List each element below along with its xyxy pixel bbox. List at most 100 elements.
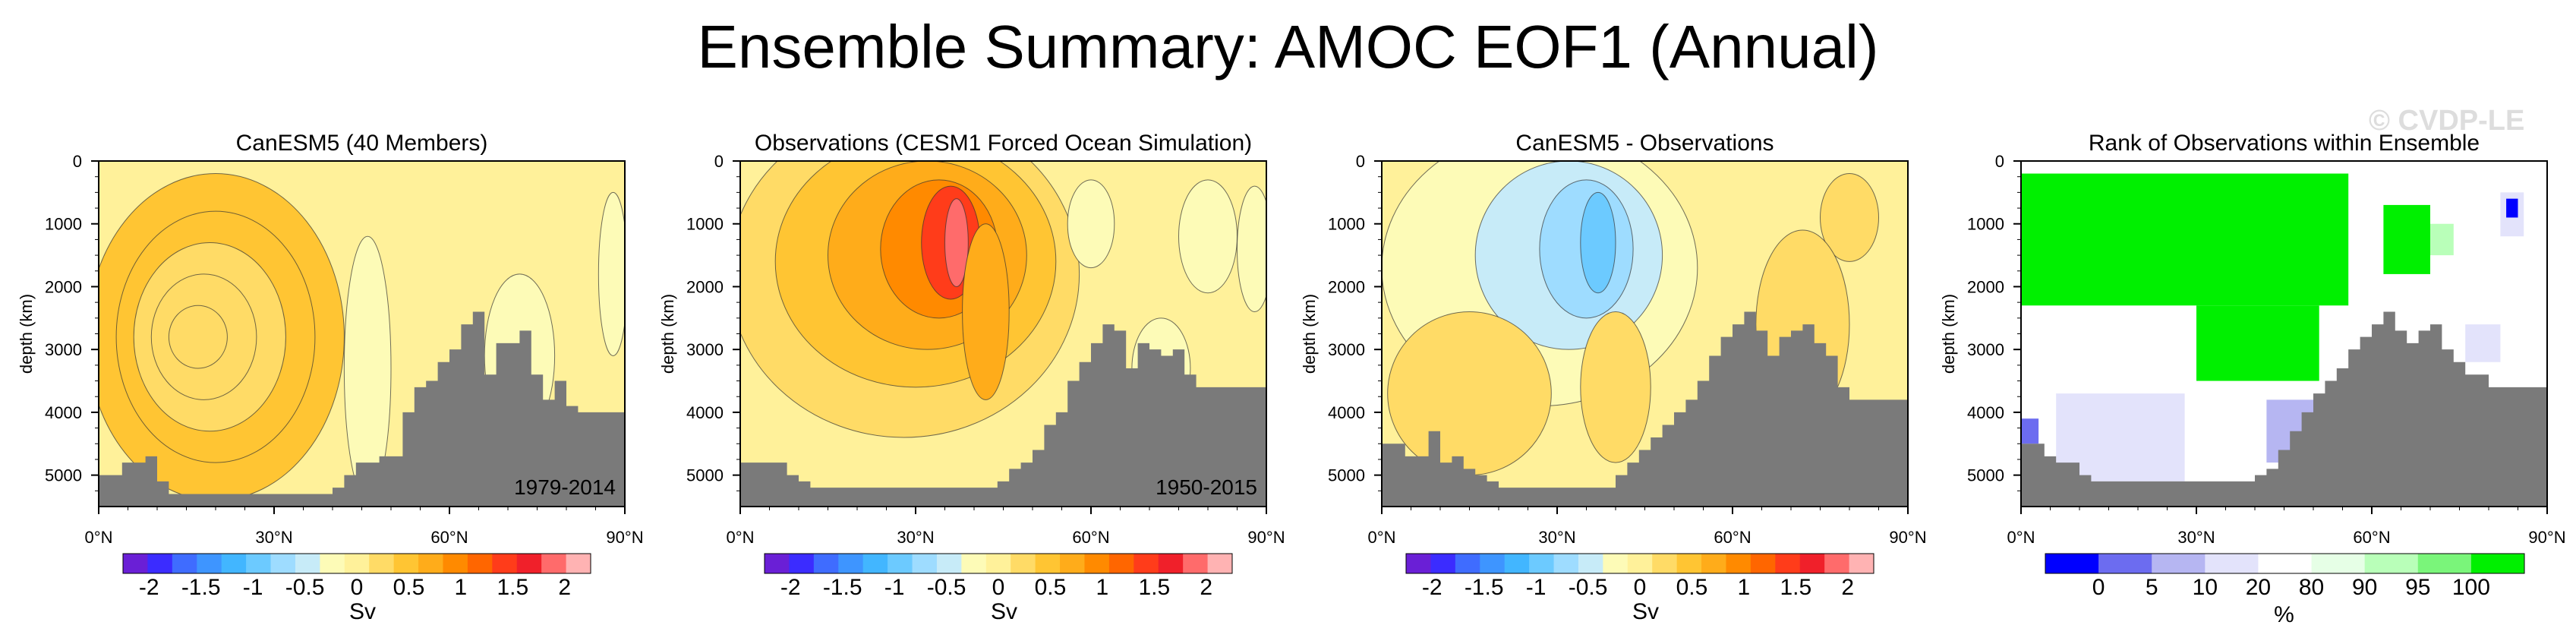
contour-11 (962, 223, 1010, 400)
y-tick-label: 3000 (45, 340, 82, 359)
colorbar-tick-label: -1.5 (1465, 575, 1504, 600)
colorbar-tick-label: 0 (992, 575, 1005, 600)
period-label: 1979-2014 (514, 475, 616, 499)
rank-cell-1 (2021, 173, 2349, 306)
colorbar-tick-label: 0.5 (393, 575, 425, 600)
colorbar-tick-label: -1.5 (823, 575, 862, 600)
colorbar-swatch (295, 554, 320, 573)
colorbar-tick-label: 95 (2405, 575, 2430, 600)
y-tick-label: 3000 (1328, 340, 1365, 359)
colorbar-swatch (516, 554, 542, 573)
colorbar-label: % (2274, 602, 2294, 627)
y-tick-label: 0 (714, 152, 724, 171)
colorbar: -2 -1.5 -1 -0.5 0 0.5 1 1.5 2 Sv (1405, 553, 1874, 624)
bathymetry (99, 311, 625, 507)
x-tick-label: 0°N (727, 528, 755, 547)
y-tick-label: 5000 (1967, 466, 2004, 485)
colorbar-tick-label: -2 (1422, 575, 1442, 600)
y-tick-label: 2000 (1967, 277, 2004, 296)
colorbar-swatch (961, 554, 987, 573)
colorbar-tick-label: -1 (884, 575, 905, 600)
y-tick-label: 4000 (45, 403, 82, 422)
colorbar-swatch (1750, 554, 1776, 573)
x-tick-label: 0°N (1368, 528, 1396, 547)
colorbar-swatch (418, 554, 443, 573)
panel-title: Observations (CESM1 Forced Ocean Simulat… (755, 131, 1252, 156)
colorbar-swatch (443, 554, 468, 573)
colorbar-tick-label: 1.5 (497, 575, 528, 600)
x-tick-label: 60°N (2353, 528, 2390, 547)
colorbar-tick-label: 0.5 (1676, 575, 1708, 600)
y-tick-label: 0 (1356, 152, 1365, 171)
panel-title: CanESM5 - Observations (1515, 131, 1774, 156)
colorbar-swatch (393, 554, 419, 573)
colorbar-tick-label: 0 (2092, 575, 2105, 600)
colorbar-swatch (1553, 554, 1579, 573)
contour-8 (1178, 179, 1238, 294)
colorbar-swatch (1799, 554, 1825, 573)
figure-title: Ensemble Summary: AMOC EOF1 (Annual) (697, 13, 1879, 80)
colorbar-swatch (246, 554, 272, 573)
colorbar-swatch (123, 554, 148, 573)
y-axis-label: depth (km) (1300, 294, 1319, 374)
colorbar-swatch (197, 554, 222, 573)
colorbar-swatch (1455, 554, 1480, 573)
colorbar-swatch (765, 554, 790, 573)
colorbar-tick-label: 80 (2299, 575, 2324, 600)
colorbar-tick-label: 1 (455, 575, 468, 600)
colorbar-swatch (2311, 554, 2366, 573)
period-label: 1950-2015 (1156, 475, 1257, 499)
rank-cell-11 (2465, 324, 2501, 362)
colorbar-swatch (1578, 554, 1603, 573)
colorbar-tick-label: -0.5 (285, 575, 325, 600)
y-axis-label: depth (km) (658, 294, 677, 374)
colorbar: -2 -1.5 -1 -0.5 0 0.5 1 1.5 2 Sv (122, 553, 591, 624)
colorbar-swatch (1207, 554, 1233, 573)
chart-panel-1: CanESM5 (40 Members) 1979-2014 0 1000 2000 30… (17, 131, 644, 624)
y-tick-label: 5000 (1328, 466, 1365, 485)
y-axis-label: depth (km) (1939, 294, 1958, 374)
panel-title: CanESM5 (40 Members) (236, 131, 488, 156)
colorbar-tick-label: -0.5 (927, 575, 966, 600)
colorbar-tick-label: 1.5 (1780, 575, 1811, 600)
colorbar-swatch (2152, 554, 2206, 573)
colorbar-swatch (2098, 554, 2152, 573)
colorbar-swatch (541, 554, 567, 573)
x-tick-label: 90°N (2528, 528, 2565, 547)
contour-7 (1820, 173, 1879, 262)
plot-area (99, 161, 625, 507)
colorbar-swatch (1060, 554, 1085, 573)
colorbar-tick-label: 10 (2193, 575, 2218, 600)
colorbar-swatch (1676, 554, 1702, 573)
colorbar-swatch (492, 554, 518, 573)
colorbar-swatch (1430, 554, 1456, 573)
colorbar-tick-label: 5 (2146, 575, 2158, 600)
x-tick-label: 30°N (1538, 528, 1575, 547)
y-tick-label: 1000 (45, 215, 82, 234)
colorbar-tick-label: -1.5 (181, 575, 221, 600)
colorbar-swatch (1775, 554, 1801, 573)
y-tick-label: 3000 (1967, 340, 2004, 359)
x-tick-label: 90°N (606, 528, 643, 547)
colorbar-swatch (1406, 554, 1431, 573)
y-tick-label: 5000 (45, 466, 82, 485)
colorbar-swatch (2364, 554, 2419, 573)
colorbar-tick-label: 100 (2452, 575, 2490, 600)
y-tick-label: 4000 (1328, 403, 1365, 422)
contour-7 (1067, 179, 1115, 269)
colorbar-swatch (2205, 554, 2259, 573)
colorbar-tick-label: -1 (1526, 575, 1547, 600)
colorbar-tick-label: 2 (1200, 575, 1212, 600)
colorbar-swatch (1183, 554, 1209, 573)
bathymetry (1382, 311, 1908, 507)
bathymetry (2021, 311, 2547, 507)
colorbar-swatch (985, 554, 1011, 573)
y-tick-label: 2000 (45, 277, 82, 296)
y-tick-label: 1000 (686, 215, 724, 234)
colorbar-tick-label: 2 (558, 575, 571, 600)
colorbar-swatch (1726, 554, 1751, 573)
colorbar-tick-label: 1 (1096, 575, 1109, 600)
colorbar-swatch (888, 554, 913, 573)
colorbar-swatch (270, 554, 296, 573)
colorbar-tick-label: -1 (243, 575, 263, 600)
